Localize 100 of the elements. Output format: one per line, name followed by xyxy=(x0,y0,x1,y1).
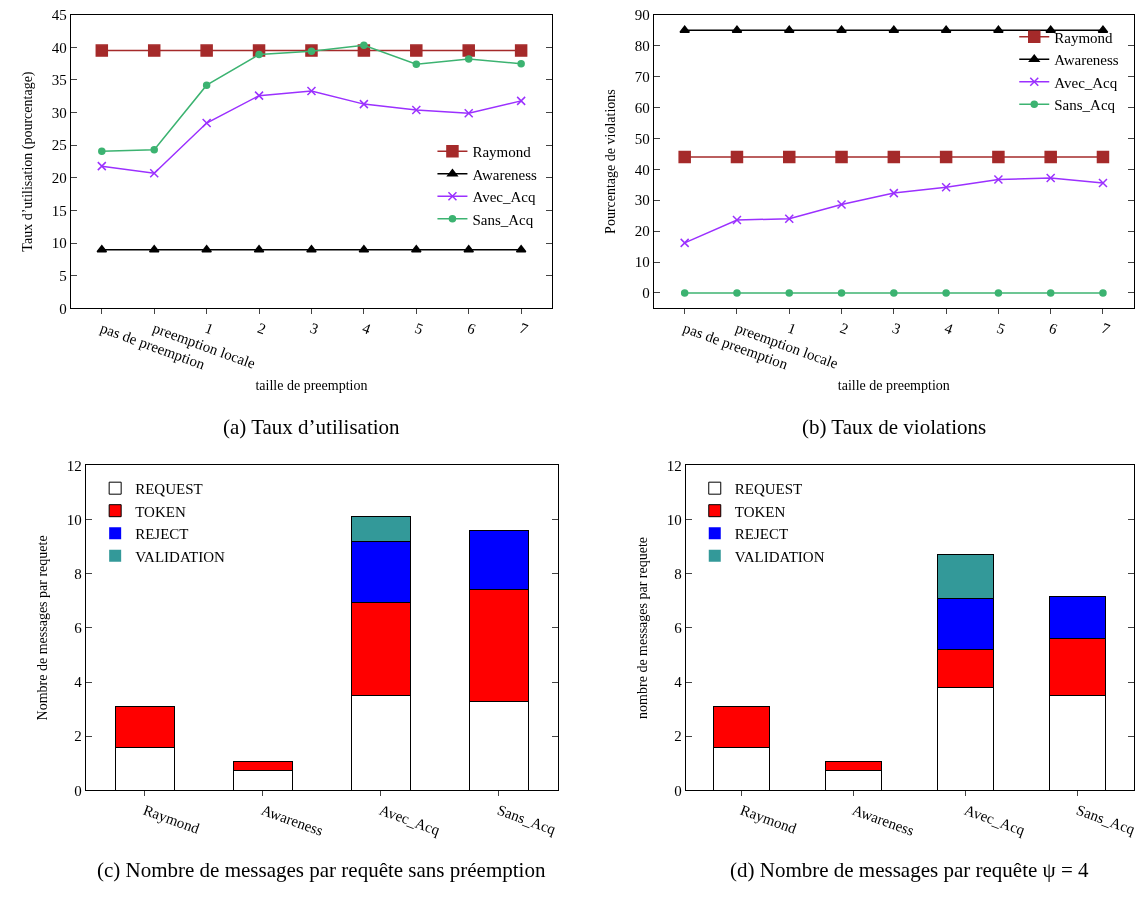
y-axis-title: Nombre de messages par requete xyxy=(35,535,51,721)
legend-label: Sans_Acq xyxy=(1054,97,1116,114)
point xyxy=(733,289,741,297)
y-tick-label: 4 xyxy=(674,674,683,691)
text: (d) Nombre de messages par requête ψ = 4 xyxy=(730,858,1090,882)
y-tick-label: 0 xyxy=(642,285,650,302)
legend-label: TOKEN xyxy=(135,503,186,520)
point xyxy=(463,108,474,119)
point xyxy=(1099,289,1107,297)
y-tick-label: 12 xyxy=(666,457,682,474)
legend-label: Awareness xyxy=(472,166,538,183)
x-tick-label: 2 xyxy=(255,319,268,338)
point xyxy=(97,161,107,171)
y-tick-label: 80 xyxy=(634,37,650,54)
y-tick-label: 10 xyxy=(634,254,650,271)
y-axis-title: Taux d’utilisation (pourcentage) xyxy=(20,71,37,252)
point xyxy=(201,118,212,128)
y-tick-label: 90 xyxy=(634,6,650,23)
point xyxy=(939,150,953,164)
text: (c) Nombre de messages par requête sans préemption xyxy=(97,858,546,882)
point xyxy=(942,289,950,297)
point xyxy=(358,244,370,253)
point xyxy=(1098,178,1108,188)
x-tick-label: 6 xyxy=(1047,319,1061,338)
y-tick-label: 4 xyxy=(74,674,83,691)
point xyxy=(410,44,423,57)
point xyxy=(679,238,690,248)
point xyxy=(306,86,317,96)
point xyxy=(993,174,1004,185)
point xyxy=(783,150,796,164)
point xyxy=(148,244,160,253)
y-tick-label: 45 xyxy=(51,6,67,23)
point xyxy=(150,146,158,154)
x-tick-label: 5 xyxy=(412,319,426,338)
point xyxy=(837,289,846,297)
point xyxy=(360,41,368,50)
x-tick-label: 3 xyxy=(307,319,321,338)
point xyxy=(464,55,473,63)
x-tick-label: 4 xyxy=(360,319,374,338)
y-tick-label: 35 xyxy=(51,72,67,89)
point xyxy=(994,289,1003,297)
y-tick-label: 20 xyxy=(51,170,67,187)
point xyxy=(359,99,369,109)
x-tick-label: 3 xyxy=(890,319,903,338)
x-axis-title: taille de preemption xyxy=(255,377,368,393)
text: (b) Taux de violations xyxy=(802,415,987,439)
y-tick-label: 8 xyxy=(674,566,682,582)
point xyxy=(889,188,899,198)
x-axis-title: taille de preemption xyxy=(837,377,950,393)
legend-label: Raymond xyxy=(472,144,532,161)
y-tick-label: 40 xyxy=(634,161,650,178)
point xyxy=(515,244,527,253)
y-axis-title: nombre de messages par requete xyxy=(635,536,651,719)
x-tick-label: 7 xyxy=(1099,319,1113,338)
legend-label: TOKEN xyxy=(734,503,786,520)
y-tick-label: 60 xyxy=(634,99,650,116)
y-tick-label: 25 xyxy=(51,137,67,154)
legend-label: Avec_Acq xyxy=(472,189,536,206)
point xyxy=(887,150,901,164)
point xyxy=(202,81,211,89)
point xyxy=(253,244,265,253)
legend-label: REQUEST xyxy=(135,481,203,498)
point xyxy=(96,244,108,253)
x-tick-label: 7 xyxy=(517,319,531,338)
y-tick-label: 2 xyxy=(74,728,82,745)
legend-label: Awareness xyxy=(1054,52,1119,69)
y-tick-label: 10 xyxy=(666,511,682,528)
legend-label: REQUEST xyxy=(734,481,803,498)
point xyxy=(680,289,689,297)
point xyxy=(201,244,213,253)
point xyxy=(149,168,159,179)
point xyxy=(516,96,526,106)
y-tick-label: 50 xyxy=(634,130,650,147)
y-tick-label: 15 xyxy=(51,202,67,219)
y-tick-label: 0 xyxy=(74,782,82,799)
y-tick-label: 12 xyxy=(66,457,82,474)
text: (a) Taux d’utilisation xyxy=(223,415,401,439)
y-tick-label: 20 xyxy=(634,223,650,240)
y-tick-label: 0 xyxy=(674,782,682,799)
x-tick-label: 2 xyxy=(837,319,851,338)
x-tick-label: 6 xyxy=(465,319,479,338)
point xyxy=(147,44,161,57)
point xyxy=(1046,289,1055,297)
point xyxy=(890,289,898,297)
point xyxy=(836,25,847,33)
point xyxy=(678,150,691,164)
point xyxy=(517,59,525,68)
point xyxy=(785,289,793,297)
x-tick-label: 5 xyxy=(994,319,1008,338)
y-axis-title: Pourcentage de violations xyxy=(603,89,619,234)
point xyxy=(412,60,421,69)
y-tick-label: 40 xyxy=(51,39,67,56)
point xyxy=(462,44,475,57)
point xyxy=(410,244,422,253)
legend-label: VALIDATION xyxy=(135,548,226,565)
point xyxy=(1096,150,1110,164)
point xyxy=(730,150,744,164)
point xyxy=(732,215,742,225)
legend-label: Raymond xyxy=(1054,29,1114,46)
y-tick-label: 70 xyxy=(634,68,650,85)
